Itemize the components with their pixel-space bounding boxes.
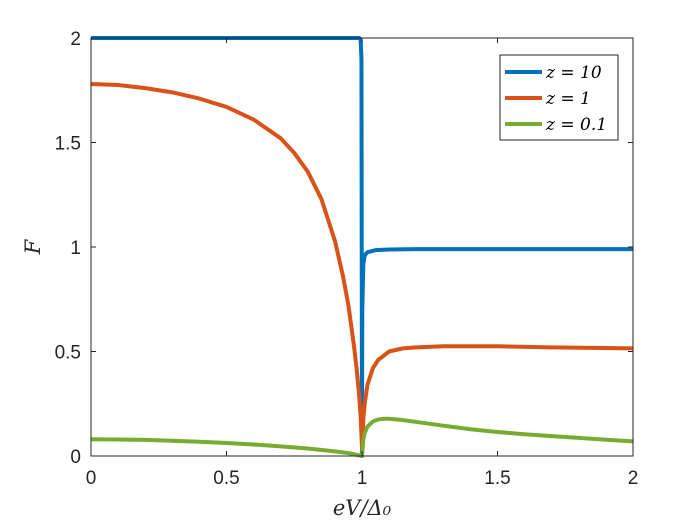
y-axis-label: F [21, 238, 45, 255]
legend-label: z = 10 [545, 63, 602, 83]
x-tick-label: 1 [357, 468, 368, 489]
x-axis-label: eV/Δ₀ [333, 496, 392, 520]
series-line-2 [90, 81, 634, 450]
y-tick-label: 1 [70, 238, 81, 259]
y-tick-label: 0.5 [55, 343, 81, 364]
x-tick-label: 2 [628, 468, 639, 489]
series-line-3 [90, 416, 634, 458]
legend-label: z = 1 [545, 89, 591, 109]
x-tick-label: 0.5 [213, 468, 239, 489]
legend-label: z = 0.1 [545, 115, 607, 135]
ticks-layer: 0 0.5 1 1.5 2 0 0.5 1 1.5 2 [55, 29, 639, 489]
y-tick-label: 0 [70, 447, 81, 468]
y-tick-label: 1.5 [55, 134, 81, 155]
x-tick-label: 0 [86, 468, 97, 489]
y-tick-label: 2 [70, 29, 81, 50]
x-tick-label: 1.5 [484, 468, 510, 489]
legend: z = 10 z = 1 z = 0.1 [499, 54, 619, 141]
